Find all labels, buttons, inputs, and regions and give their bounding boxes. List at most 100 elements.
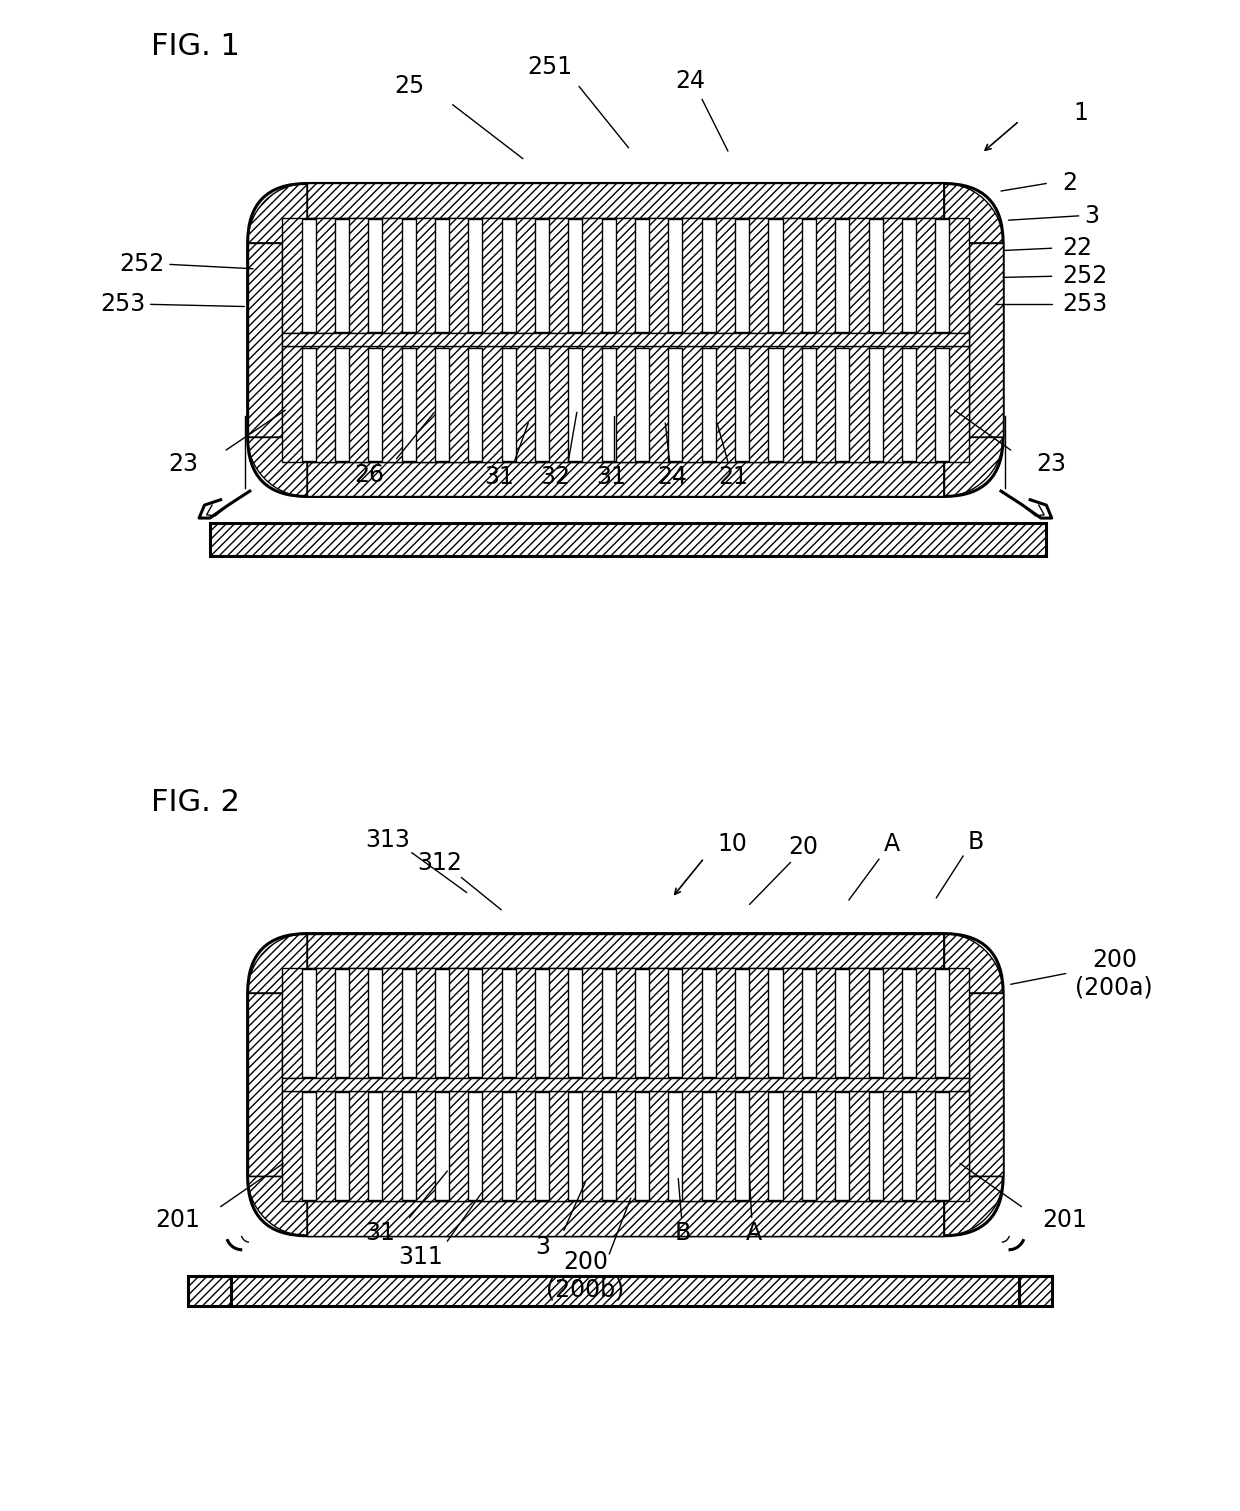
Text: 200
(200a): 200 (200a) xyxy=(1075,947,1153,999)
Bar xyxy=(836,969,849,1077)
Bar xyxy=(601,969,616,1077)
Text: 200
(200b): 200 (200b) xyxy=(547,1250,625,1301)
Text: A: A xyxy=(884,833,900,857)
Bar xyxy=(901,348,916,461)
Bar xyxy=(502,219,516,332)
Bar xyxy=(769,219,782,332)
Bar xyxy=(935,219,950,332)
Bar xyxy=(968,243,1003,437)
Polygon shape xyxy=(944,1177,968,1201)
Bar xyxy=(935,1092,950,1200)
Bar xyxy=(568,1092,583,1200)
Bar xyxy=(335,348,348,461)
Text: 1: 1 xyxy=(1074,101,1089,125)
Bar xyxy=(308,183,944,218)
Bar xyxy=(283,346,968,462)
Bar xyxy=(568,348,583,461)
Bar xyxy=(283,334,968,346)
Bar xyxy=(802,1092,816,1200)
Bar xyxy=(668,219,682,332)
Text: 23: 23 xyxy=(167,452,198,476)
Text: 22: 22 xyxy=(1063,236,1092,260)
Text: 3: 3 xyxy=(1084,204,1099,228)
Text: B: B xyxy=(968,830,985,854)
Bar xyxy=(248,993,283,1177)
Bar xyxy=(435,969,449,1077)
Text: 201: 201 xyxy=(155,1207,200,1231)
Text: 2: 2 xyxy=(1063,171,1078,195)
Polygon shape xyxy=(944,969,968,993)
Bar xyxy=(901,969,916,1077)
Bar xyxy=(702,1092,715,1200)
Polygon shape xyxy=(283,437,308,462)
Bar xyxy=(308,934,944,969)
Polygon shape xyxy=(283,1177,308,1201)
Text: 24: 24 xyxy=(675,70,706,94)
Text: 31: 31 xyxy=(484,465,515,490)
Text: 252: 252 xyxy=(119,252,165,277)
Polygon shape xyxy=(944,218,968,243)
Bar xyxy=(769,1092,782,1200)
Bar xyxy=(534,969,549,1077)
Bar xyxy=(469,348,482,461)
Bar xyxy=(868,348,883,461)
Bar xyxy=(802,969,816,1077)
Bar xyxy=(435,1092,449,1200)
Bar xyxy=(534,219,549,332)
Bar xyxy=(248,993,283,1177)
Bar xyxy=(534,1092,549,1200)
Bar xyxy=(668,1092,682,1200)
Bar xyxy=(935,348,950,461)
Text: 31: 31 xyxy=(366,1221,396,1245)
Bar xyxy=(469,969,482,1077)
Polygon shape xyxy=(283,969,308,993)
Text: 252: 252 xyxy=(1063,264,1107,289)
Bar xyxy=(368,1092,382,1200)
Text: 251: 251 xyxy=(527,54,573,79)
Bar xyxy=(308,462,944,497)
Bar xyxy=(601,348,616,461)
Bar xyxy=(469,1092,482,1200)
Text: 31: 31 xyxy=(596,465,626,490)
Bar xyxy=(301,1092,315,1200)
Text: B: B xyxy=(675,1221,691,1245)
Bar xyxy=(868,219,883,332)
Bar xyxy=(283,969,968,1079)
Bar xyxy=(635,969,649,1077)
Bar xyxy=(635,219,649,332)
Bar xyxy=(188,1275,1052,1306)
Bar xyxy=(308,1201,944,1236)
Bar xyxy=(301,219,315,332)
Bar xyxy=(188,1275,1052,1306)
Bar xyxy=(402,219,415,332)
Bar xyxy=(368,969,382,1077)
FancyBboxPatch shape xyxy=(248,183,1003,497)
Bar xyxy=(868,969,883,1077)
Bar xyxy=(335,219,348,332)
Text: 313: 313 xyxy=(366,828,410,852)
Bar xyxy=(502,348,516,461)
Text: 21: 21 xyxy=(718,465,748,490)
Bar xyxy=(308,462,944,497)
Text: 23: 23 xyxy=(1037,452,1066,476)
Bar xyxy=(402,969,415,1077)
Bar xyxy=(283,1091,968,1201)
Text: FIG. 1: FIG. 1 xyxy=(150,32,239,62)
Text: 26: 26 xyxy=(355,462,384,487)
Bar xyxy=(568,969,583,1077)
Bar xyxy=(769,969,782,1077)
Bar xyxy=(308,183,944,218)
Text: 3: 3 xyxy=(534,1234,549,1259)
Bar xyxy=(368,219,382,332)
Bar xyxy=(601,1092,616,1200)
Bar xyxy=(702,969,715,1077)
Text: 253: 253 xyxy=(1063,292,1107,316)
Text: 10: 10 xyxy=(717,833,746,857)
Bar xyxy=(935,969,950,1077)
Bar xyxy=(968,243,1003,437)
Bar xyxy=(836,219,849,332)
Bar xyxy=(735,969,749,1077)
Text: 311: 311 xyxy=(398,1245,443,1269)
Bar xyxy=(735,219,749,332)
Bar xyxy=(802,219,816,332)
